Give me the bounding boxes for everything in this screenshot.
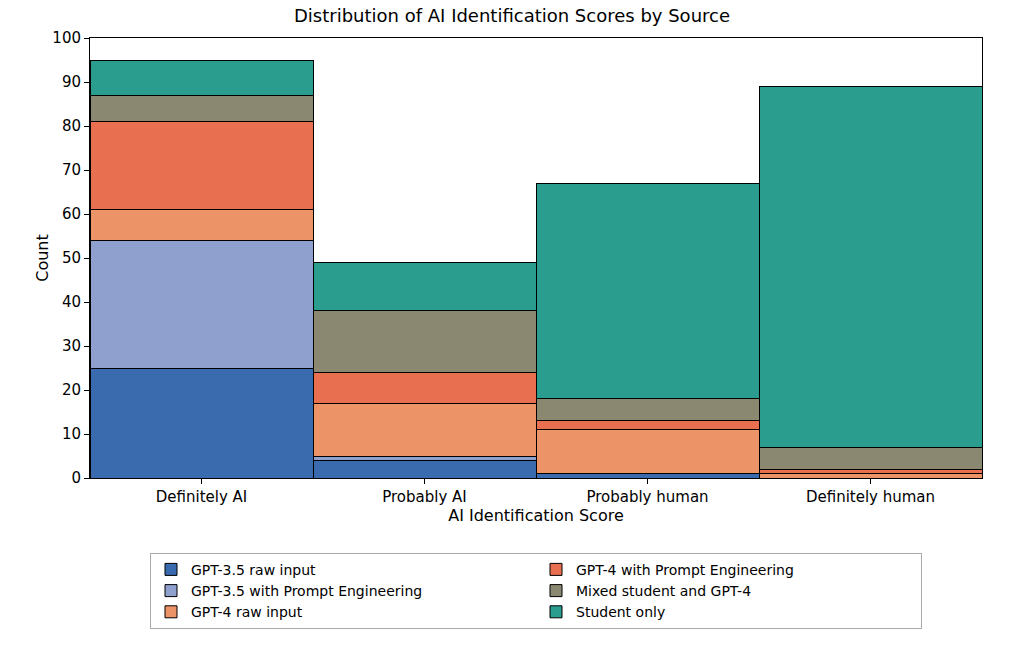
svg-text:100: 100 — [52, 29, 81, 47]
svg-text:GPT-3.5 with Prompt Engineerin: GPT-3.5 with Prompt Engineering — [191, 583, 422, 599]
svg-text:60: 60 — [62, 205, 81, 223]
svg-text:GPT-4 with Prompt Engineering: GPT-4 with Prompt Engineering — [576, 562, 794, 578]
svg-text:Count: Count — [33, 234, 52, 282]
svg-text:30: 30 — [62, 337, 81, 355]
svg-text:Definitely AI: Definitely AI — [156, 488, 248, 506]
svg-text:Definitely human: Definitely human — [806, 488, 935, 506]
svg-text:Probably human: Probably human — [586, 488, 708, 506]
svg-text:20: 20 — [62, 381, 81, 399]
svg-text:40: 40 — [62, 293, 81, 311]
svg-text:Distribution of AI Identificat: Distribution of AI Identification Scores… — [294, 5, 730, 26]
svg-text:10: 10 — [62, 425, 81, 443]
svg-text:GPT-3.5 raw input: GPT-3.5 raw input — [191, 562, 316, 578]
svg-text:AI Identification Score: AI Identification Score — [448, 506, 624, 525]
svg-text:Probably AI: Probably AI — [382, 488, 467, 506]
svg-text:GPT-4 raw input: GPT-4 raw input — [191, 604, 303, 620]
svg-text:70: 70 — [62, 161, 81, 179]
svg-text:80: 80 — [62, 117, 81, 135]
svg-text:50: 50 — [62, 249, 81, 267]
svg-text:90: 90 — [62, 73, 81, 91]
svg-text:Mixed student and GPT-4: Mixed student and GPT-4 — [576, 583, 751, 599]
svg-text:Student only: Student only — [576, 604, 665, 620]
svg-text:0: 0 — [71, 469, 81, 487]
